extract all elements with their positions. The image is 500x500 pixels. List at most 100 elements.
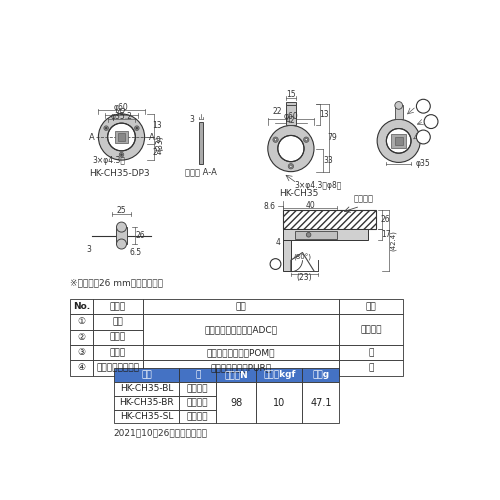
Text: 22: 22 — [272, 107, 282, 116]
Circle shape — [134, 126, 139, 130]
Bar — [179, 368, 216, 382]
Text: 47.1: 47.1 — [310, 398, 332, 407]
Text: (80°): (80°) — [294, 254, 312, 262]
Bar — [340, 345, 402, 360]
Bar — [216, 368, 256, 382]
Circle shape — [104, 126, 108, 130]
Bar — [198, 122, 203, 164]
Text: 色: 色 — [195, 370, 200, 380]
Text: 15: 15 — [286, 90, 296, 99]
Bar — [93, 314, 143, 330]
Circle shape — [273, 137, 278, 142]
Bar — [256, 368, 302, 382]
Bar — [114, 396, 179, 409]
Text: 13: 13 — [319, 110, 329, 119]
Bar — [391, 134, 406, 148]
Bar — [93, 330, 143, 345]
Bar — [286, 102, 296, 104]
Text: 2: 2 — [420, 101, 426, 111]
Bar — [340, 360, 402, 376]
Text: ※図は板厔26 mmの場合です。: ※図は板厔26 mmの場合です。 — [70, 279, 163, 288]
Bar — [116, 227, 126, 244]
Circle shape — [306, 232, 311, 237]
Text: 耐荷重N: 耐荷重N — [224, 370, 248, 380]
Bar — [114, 368, 179, 382]
Text: 部品名: 部品名 — [110, 302, 126, 311]
Text: クリアーバンパー: クリアーバンパー — [96, 364, 140, 372]
Text: 17: 17 — [381, 230, 390, 239]
Bar — [143, 345, 340, 360]
Circle shape — [395, 102, 402, 110]
Text: ブラック: ブラック — [187, 384, 208, 394]
Text: No.: No. — [73, 302, 90, 311]
Text: 3×φ4.3穴φ8皿: 3×φ4.3穴φ8皿 — [295, 181, 342, 190]
Bar — [395, 137, 402, 144]
Text: アーム: アーム — [110, 332, 126, 342]
Bar — [295, 231, 337, 238]
Bar — [283, 230, 368, 240]
Text: 品番: 品番 — [141, 370, 152, 380]
Text: HK-CH35-BR: HK-CH35-BR — [119, 398, 174, 407]
Bar — [114, 410, 179, 424]
Bar — [143, 314, 340, 345]
Text: ②: ② — [78, 332, 86, 342]
Bar — [143, 298, 340, 314]
Bar — [93, 345, 143, 360]
Text: 3: 3 — [189, 115, 194, 124]
Bar — [70, 360, 93, 376]
Bar — [395, 106, 402, 120]
Bar — [114, 382, 179, 396]
Circle shape — [416, 100, 430, 113]
Text: 耐荷重kgf: 耐荷重kgf — [263, 370, 296, 380]
Text: A: A — [148, 132, 154, 141]
Bar — [256, 382, 302, 424]
Bar — [286, 104, 296, 126]
Text: －: － — [368, 348, 374, 357]
Bar — [302, 368, 340, 382]
Text: HK-CH35-BL: HK-CH35-BL — [120, 384, 173, 394]
Text: 8.6: 8.6 — [264, 202, 276, 211]
Circle shape — [288, 164, 294, 169]
Text: (42.4): (42.4) — [390, 230, 396, 252]
Text: 26: 26 — [135, 231, 145, 240]
Circle shape — [278, 136, 304, 162]
Circle shape — [386, 128, 411, 153]
Circle shape — [290, 165, 292, 168]
Text: ①: ① — [78, 318, 86, 326]
Text: 2021年10月26日の情報です。: 2021年10月26日の情報です。 — [114, 428, 208, 437]
Text: 3×φ4.3穴: 3×φ4.3穴 — [92, 156, 125, 164]
Text: ④: ④ — [78, 364, 86, 372]
Bar — [283, 240, 291, 271]
Circle shape — [136, 127, 138, 130]
Text: 3: 3 — [420, 132, 426, 142]
Text: シルバー: シルバー — [187, 412, 208, 421]
Text: φ35: φ35 — [416, 160, 430, 168]
Bar — [143, 360, 340, 376]
Bar — [179, 396, 216, 409]
Text: 3: 3 — [86, 245, 92, 254]
Bar — [216, 382, 256, 424]
Text: 材料: 材料 — [236, 302, 246, 311]
Text: φ60: φ60 — [114, 103, 129, 112]
Bar — [179, 410, 216, 424]
Circle shape — [305, 138, 308, 141]
Bar — [70, 314, 93, 330]
Text: A: A — [89, 132, 94, 141]
Text: カバー: カバー — [110, 348, 126, 357]
Text: ポリウレタン（PUR）: ポリウレタン（PUR） — [210, 364, 272, 372]
Bar — [340, 314, 402, 345]
Text: 焼付塗装: 焼付塗装 — [360, 325, 382, 334]
Circle shape — [304, 137, 309, 142]
Text: 10: 10 — [273, 398, 285, 407]
Text: 42: 42 — [286, 116, 296, 126]
Text: ③: ③ — [78, 348, 86, 357]
Bar — [118, 133, 126, 141]
Text: 6.5: 6.5 — [130, 248, 141, 257]
Bar — [93, 298, 143, 314]
Text: アルミニウム合金（ADC）: アルミニウム合金（ADC） — [204, 325, 278, 334]
Circle shape — [416, 130, 430, 144]
Text: (23): (23) — [296, 272, 312, 281]
Text: ブラウン: ブラウン — [187, 398, 208, 407]
Text: HK-CH35-SL: HK-CH35-SL — [120, 412, 173, 421]
Text: 33: 33 — [323, 156, 332, 164]
